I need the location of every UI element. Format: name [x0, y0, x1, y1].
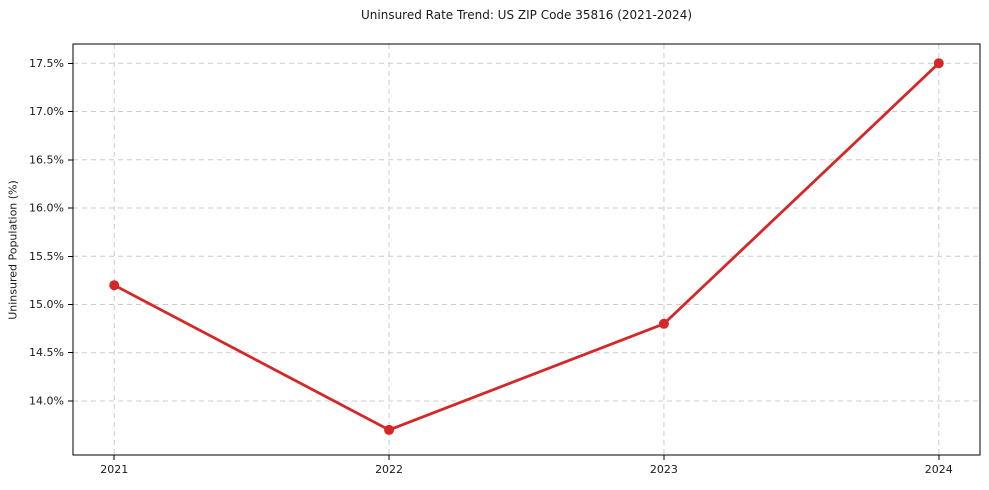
x-tick-label: 2021 — [100, 463, 128, 476]
y-tick-label: 17.5% — [29, 57, 64, 70]
y-tick-label: 15.0% — [29, 298, 64, 311]
data-point — [933, 58, 944, 69]
y-tick-label: 16.0% — [29, 202, 64, 215]
chart-title: Uninsured Rate Trend: US ZIP Code 35816 … — [360, 8, 693, 22]
y-tick-label: 14.0% — [29, 394, 64, 407]
data-point — [109, 280, 120, 291]
y-axis-title: Uninsured Population (%) — [6, 180, 20, 320]
y-tick-label: 15.5% — [29, 250, 64, 263]
x-tick-label: 2022 — [375, 463, 403, 476]
x-tick-label: 2023 — [650, 463, 678, 476]
data-point — [658, 318, 669, 329]
trend-line — [112, 61, 941, 432]
y-tick-label: 17.0% — [29, 105, 64, 118]
x-tick-label: 2024 — [925, 463, 953, 476]
y-tick-label: 14.5% — [29, 346, 64, 359]
plot-border — [72, 43, 981, 456]
y-tick-label: 16.5% — [29, 153, 64, 166]
data-point — [384, 424, 395, 435]
